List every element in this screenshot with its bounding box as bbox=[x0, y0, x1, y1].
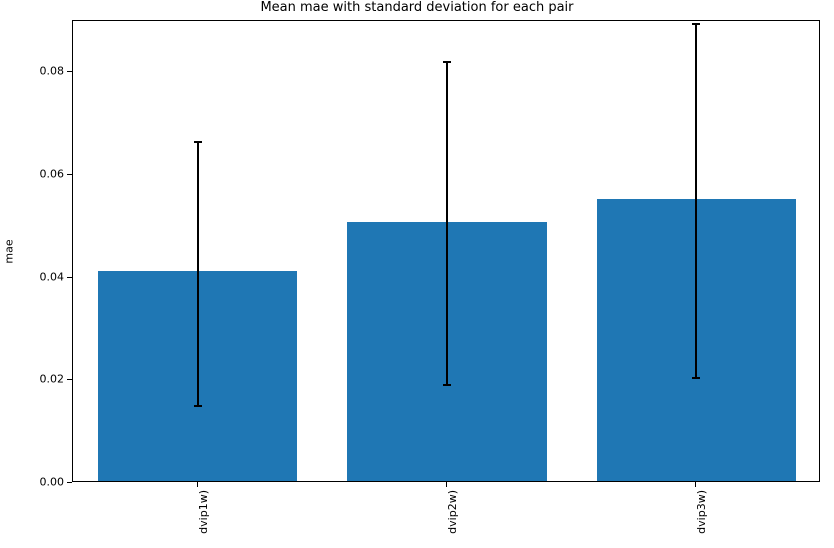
y-tick-label: 0.02 bbox=[32, 373, 64, 386]
y-tick-mark bbox=[67, 174, 72, 175]
error-cap-bottom bbox=[692, 377, 700, 379]
error-cap-bottom bbox=[443, 384, 451, 386]
y-tick-label: 0.04 bbox=[32, 270, 64, 283]
x-tick-label: dvip3w) bbox=[695, 490, 708, 534]
error-cap-top bbox=[692, 23, 700, 25]
x-tick-mark bbox=[197, 482, 198, 487]
error-cap-top bbox=[194, 141, 202, 143]
y-tick-mark bbox=[67, 71, 72, 72]
y-axis-label-container: mae bbox=[0, 20, 18, 482]
error-bar bbox=[446, 62, 448, 385]
y-tick-label: 0.08 bbox=[32, 65, 64, 78]
error-bar bbox=[695, 24, 697, 378]
error-cap-bottom bbox=[194, 405, 202, 407]
y-tick-label: 0.06 bbox=[32, 168, 64, 181]
chart-title: Mean mae with standard deviation for eac… bbox=[0, 0, 834, 15]
y-axis-label: mae bbox=[3, 239, 16, 263]
chart-container: Mean mae with standard deviation for eac… bbox=[0, 0, 834, 548]
x-tick-mark bbox=[446, 482, 447, 487]
y-tick-mark bbox=[67, 379, 72, 380]
y-tick-label: 0.00 bbox=[32, 476, 64, 489]
plot-area bbox=[72, 20, 820, 482]
x-tick-label: dvip1w) bbox=[197, 490, 210, 534]
error-cap-top bbox=[443, 61, 451, 63]
x-tick-label: dvip2w) bbox=[446, 490, 459, 534]
error-bar bbox=[197, 142, 199, 406]
x-tick-mark bbox=[695, 482, 696, 487]
y-tick-mark bbox=[67, 277, 72, 278]
y-tick-mark bbox=[67, 482, 72, 483]
